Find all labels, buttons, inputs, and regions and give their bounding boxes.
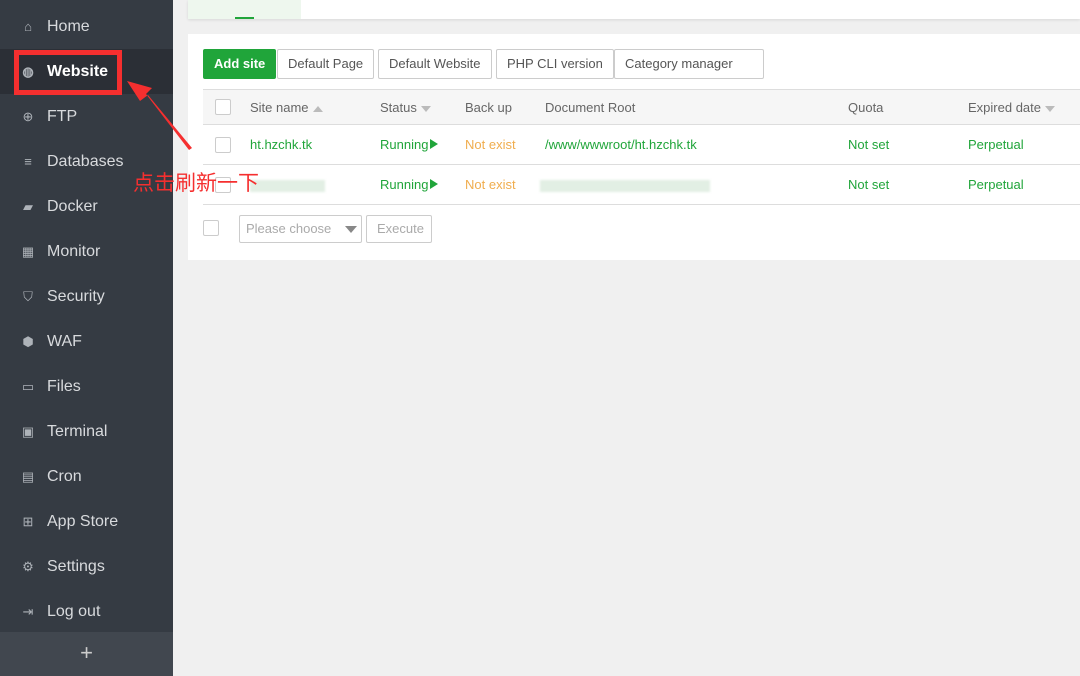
site-panel: Add site Default Page Default Website PH…	[188, 34, 1080, 260]
backup-link[interactable]: Not exist	[465, 164, 545, 205]
sort-down-icon	[1045, 105, 1055, 112]
sidebar-item-label: Docker	[47, 197, 98, 215]
execute-button[interactable]: Execute	[366, 215, 432, 243]
sidebar-item-ftp[interactable]: ⊕ FTP	[0, 94, 173, 139]
sidebar-item-label: Cron	[47, 467, 82, 485]
waf-icon: ⬢	[22, 333, 34, 349]
folder-icon: ▭	[21, 378, 35, 394]
tab-active[interactable]	[188, 0, 301, 19]
database-icon: ≡	[24, 153, 32, 169]
shield-icon: ⛉	[23, 288, 33, 304]
sidebar-item-app-store[interactable]: ⊞ App Store	[0, 499, 173, 544]
default-website-button[interactable]: Default Website	[378, 49, 492, 79]
sidebar-item-terminal[interactable]: ▣ Terminal	[0, 409, 173, 454]
sort-up-icon	[312, 105, 323, 112]
select-all-checkbox[interactable]	[215, 99, 231, 116]
logout-icon: ⇥	[22, 603, 34, 619]
col-status[interactable]: Status	[380, 89, 465, 125]
docker-icon: ▰	[23, 198, 33, 214]
expired-link[interactable]: Perpetual	[968, 124, 1080, 165]
backup-link[interactable]: Not exist	[465, 124, 545, 165]
col-quota: Quota	[848, 89, 968, 125]
site-link[interactable]: ht.hzchk.tk	[250, 124, 380, 165]
caret-down-icon	[345, 226, 358, 234]
expired-link[interactable]: Perpetual	[968, 164, 1080, 205]
play-icon	[430, 139, 439, 149]
default-page-button[interactable]: Default Page	[277, 49, 375, 79]
sidebar-item-label: Log out	[47, 602, 101, 620]
quota-link[interactable]: Not set	[848, 124, 968, 165]
sidebar-item-label: Security	[47, 287, 105, 305]
top-tabs	[188, 0, 1080, 19]
redacted-site-name	[250, 179, 325, 192]
globe-icon: ◍	[22, 63, 34, 79]
col-expired[interactable]: Expired date	[968, 89, 1080, 125]
sidebar-item-monitor[interactable]: ▦ Monitor	[0, 229, 173, 274]
sidebar-item-databases[interactable]: ≡ Databases	[0, 139, 173, 184]
add-button[interactable]: +	[0, 632, 173, 676]
sidebar-item-label: App Store	[47, 512, 119, 530]
php-cli-button[interactable]: PHP CLI version	[496, 49, 614, 79]
status[interactable]: Running	[380, 124, 465, 165]
sidebar-item-files[interactable]: ▭ Files	[0, 364, 173, 409]
sidebar-item-cron[interactable]: ▤ Cron	[0, 454, 173, 499]
root-link[interactable]	[540, 164, 848, 205]
add-site-button[interactable]: Add site	[203, 49, 277, 79]
col-document-root: Document Root	[545, 89, 848, 125]
ftp-icon: ⊕	[22, 108, 34, 124]
category-manager-dropdown[interactable]: Category manager	[614, 49, 764, 97]
home-icon: ⌂	[24, 18, 32, 34]
sidebar-item-label: FTP	[47, 107, 78, 125]
monitor-icon: ▦	[21, 243, 35, 259]
row-checkbox[interactable]	[215, 136, 231, 153]
sidebar-item-home[interactable]: ⌂ Home	[0, 4, 173, 49]
site-table: Site name Status Back up Document Root Q…	[203, 89, 1080, 205]
sidebar-item-label: Files	[47, 377, 81, 395]
root-link[interactable]: /www/wwwroot/ht.hzchk.tk	[545, 124, 848, 165]
sidebar-item-label: Settings	[47, 557, 105, 575]
batch-checkbox[interactable]	[203, 220, 219, 236]
row-checkbox[interactable]	[215, 176, 231, 193]
table-row: Running Not exist Not set Perpetual	[203, 164, 1080, 205]
sidebar-item-label: Terminal	[47, 422, 108, 440]
site-link[interactable]	[250, 164, 380, 205]
status[interactable]: Running	[380, 164, 465, 205]
col-backup: Back up	[465, 89, 545, 125]
sidebar-item-label: WAF	[47, 332, 82, 350]
col-site-name[interactable]: Site name	[250, 89, 380, 125]
highlight-box	[14, 50, 122, 95]
grid-icon: ⊞	[22, 513, 34, 529]
sidebar-item-security[interactable]: ⛉ Security	[0, 274, 173, 319]
category-label: Category manager	[625, 56, 733, 71]
redacted-root	[540, 179, 710, 192]
sidebar-item-waf[interactable]: ⬢ WAF	[0, 319, 173, 364]
sidebar-item-log-out[interactable]: ⇥ Log out	[0, 589, 173, 634]
terminal-icon: ▣	[21, 423, 35, 439]
sidebar-item-docker[interactable]: ▰ Docker	[0, 184, 173, 229]
batch-select[interactable]: Please choose	[239, 215, 362, 243]
sidebar-item-settings[interactable]: ⚙ Settings	[0, 544, 173, 589]
sort-down-icon	[420, 105, 431, 112]
gear-icon: ⚙	[22, 558, 34, 574]
play-icon	[430, 179, 439, 189]
sidebar: ⌂ Home ◍ Website ⊕ FTP ≡ Databases ▰ Docker ▦ Monit…	[0, 0, 173, 676]
quota-link[interactable]: Not set	[848, 164, 968, 205]
annotation-text: 点击刷新一下	[133, 172, 259, 195]
sidebar-item-label: Databases	[47, 152, 124, 170]
sidebar-item-label: Monitor	[47, 242, 101, 260]
calendar-icon: ▤	[21, 468, 35, 484]
table-row: ht.hzchk.tk Running Not exist /www/wwwro…	[203, 124, 1080, 165]
sidebar-item-label: Home	[47, 17, 90, 35]
sidebar-item-label: Website	[47, 62, 109, 80]
